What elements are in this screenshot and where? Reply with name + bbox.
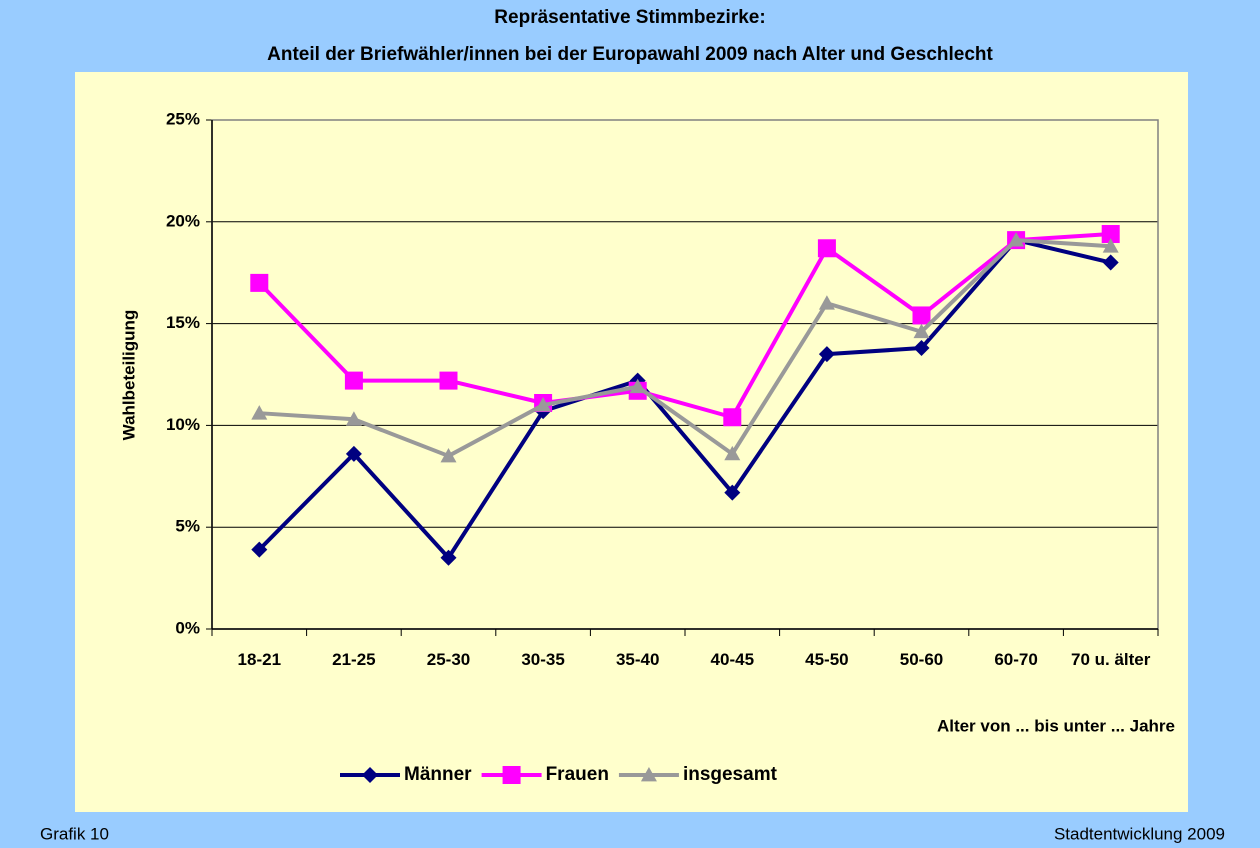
x-tick-label: 21-25 bbox=[332, 650, 376, 669]
x-tick-label: 18-21 bbox=[237, 650, 282, 669]
y-tick-label: 5% bbox=[175, 517, 200, 536]
marker bbox=[345, 411, 362, 426]
x-tick-label: 45-50 bbox=[805, 650, 849, 669]
y-tick-label: 10% bbox=[166, 415, 200, 434]
marker bbox=[818, 346, 835, 363]
marker bbox=[723, 408, 742, 427]
chart-panel bbox=[75, 72, 1188, 812]
x-tick-label: 60-70 bbox=[994, 650, 1038, 669]
marker bbox=[345, 445, 362, 462]
marker bbox=[1102, 238, 1119, 253]
marker bbox=[724, 484, 741, 501]
marker bbox=[913, 340, 930, 357]
x-axis-title: Alter von ... bis unter ... Jahre bbox=[937, 716, 1175, 735]
marker bbox=[502, 766, 521, 784]
marker bbox=[362, 767, 378, 783]
marker bbox=[818, 295, 835, 310]
marker bbox=[912, 306, 931, 325]
x-tick-label: 25-30 bbox=[426, 650, 471, 669]
legend-label: insgesamt bbox=[683, 764, 778, 785]
series-line bbox=[257, 232, 1111, 420]
footer-left: Grafik 10 bbox=[40, 824, 109, 843]
marker bbox=[817, 239, 836, 258]
marker bbox=[251, 541, 268, 558]
y-tick-label: 20% bbox=[166, 211, 200, 230]
marker bbox=[439, 371, 458, 390]
chart-title: Repräsentative Stimmbezirke: bbox=[494, 7, 765, 28]
marker bbox=[344, 371, 363, 390]
y-tick-label: 0% bbox=[175, 618, 200, 637]
marker bbox=[1101, 225, 1120, 244]
marker bbox=[1008, 232, 1025, 247]
x-tick-label: 30-35 bbox=[521, 650, 565, 669]
marker bbox=[440, 447, 457, 463]
x-tick-label: 40-45 bbox=[710, 650, 755, 669]
y-tick-label: 15% bbox=[166, 313, 200, 332]
marker bbox=[913, 323, 930, 339]
x-tick-label: 35-40 bbox=[615, 650, 660, 669]
marker bbox=[629, 378, 646, 394]
series-line bbox=[259, 238, 1111, 458]
y-axis-title: Wahlbeteiligung bbox=[119, 310, 138, 441]
marker bbox=[535, 397, 552, 412]
chart-subtitle: Anteil der Briefwähler/innen bei der Eur… bbox=[267, 44, 993, 65]
marker bbox=[250, 273, 269, 292]
marker bbox=[440, 549, 457, 566]
x-tick-label: 70 u. älter bbox=[1071, 650, 1151, 669]
marker bbox=[1102, 254, 1119, 271]
marker bbox=[251, 405, 268, 420]
marker bbox=[640, 767, 657, 782]
legend-label: Frauen bbox=[546, 764, 609, 785]
y-tick-label: 25% bbox=[166, 109, 200, 128]
footer-right: Stadtentwicklung 2009 bbox=[1054, 824, 1225, 843]
x-tick-label: 50-60 bbox=[899, 650, 944, 669]
series-line bbox=[257, 238, 1112, 560]
marker bbox=[724, 445, 741, 461]
legend-label: Männer bbox=[404, 764, 472, 785]
